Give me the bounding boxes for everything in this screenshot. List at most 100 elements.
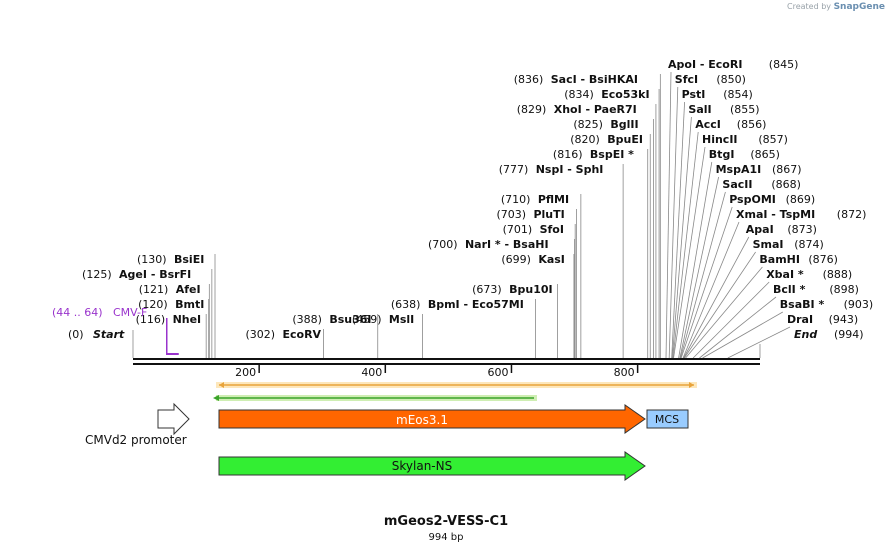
- site-leader-line: [699, 296, 777, 359]
- site-position: (825): [573, 118, 603, 131]
- site-label: (699) KasI: [501, 253, 565, 266]
- site-label: (888) XbaI *: [766, 268, 852, 281]
- site-position: (777): [499, 163, 529, 176]
- sequence-backbone: [133, 358, 760, 365]
- site-position: (856): [737, 118, 767, 131]
- tick-label: 600: [487, 366, 508, 379]
- tick-label: 400: [361, 366, 382, 379]
- site-label: (388) Bsu36I: [292, 313, 371, 326]
- site-leader-line: [683, 236, 750, 359]
- primer-range: (44 .. 64): [52, 306, 103, 319]
- site-name: XmaI - TspMI: [736, 208, 815, 221]
- site-name: BclI *: [773, 283, 806, 296]
- site-position: (302): [245, 328, 275, 341]
- site-name: XbaI *: [766, 268, 804, 281]
- site-position: (816): [553, 148, 583, 161]
- site-name: PluTI: [533, 208, 564, 221]
- site-position: (836): [514, 73, 544, 86]
- site-position: (701): [503, 223, 533, 236]
- site-name: BsaBI *: [780, 298, 825, 311]
- skylan-label: Skylan-NS: [392, 459, 452, 473]
- site-position: (638): [391, 298, 421, 311]
- site-position: (994): [834, 328, 864, 341]
- site-name: Start: [93, 328, 125, 341]
- site-position: (865): [750, 148, 780, 161]
- site-position: (700): [428, 238, 458, 251]
- site-label: (703) PluTI: [496, 208, 564, 221]
- site-name: SfcI: [675, 73, 698, 86]
- skylan-arrow: [218, 451, 646, 481]
- site-label: (845) ApoI - EcoRI: [668, 58, 798, 71]
- site-position: (710): [501, 193, 531, 206]
- site-name: BsiEI: [174, 253, 204, 266]
- meos-label: mEos3.1: [396, 413, 448, 427]
- site-position: (855): [730, 103, 760, 116]
- site-name: AfeI: [176, 283, 201, 296]
- site-label: (710) PflMI: [501, 193, 569, 206]
- site-name: HincII: [702, 133, 738, 146]
- mcs-label: MCS: [655, 413, 679, 426]
- site-position: (829): [517, 103, 547, 116]
- site-label: (777) NspI - SphI: [499, 163, 604, 176]
- scale-ticks: 200 400 600 800: [235, 364, 639, 379]
- site-name: MslI: [389, 313, 414, 326]
- site-name: ApoI - EcoRI: [668, 58, 742, 71]
- site-position: (125): [82, 268, 112, 281]
- site-name: BtgI: [709, 148, 735, 161]
- site-position: (845): [769, 58, 799, 71]
- site-position: (820): [570, 133, 600, 146]
- site-name: BpmI - Eco57MI: [428, 298, 524, 311]
- restriction-site-labels: (0) Start (994) End (302) EcoRV (388) Bsu36I(45…: [68, 58, 873, 341]
- site-label: (829) XhoI - PaeR7I: [517, 103, 637, 116]
- site-position: (857): [758, 133, 788, 146]
- site-position: (130): [137, 253, 167, 266]
- site-name: EcoRV: [282, 328, 321, 341]
- site-label: (867) MspA1I: [716, 163, 802, 176]
- site-label: (857) HincII: [702, 133, 788, 146]
- site-label: (700) NarI * - BsaHI: [428, 238, 549, 251]
- site-position: (854): [723, 88, 753, 101]
- feature-track: (44 .. 64) CMV-F CMVd2 promoter mEos3.1 MCS S…: [52, 306, 697, 481]
- site-leader-line: [673, 146, 706, 359]
- site-name: SfoI: [540, 223, 564, 236]
- site-label: (943) DraI: [787, 313, 858, 326]
- site-label: (872) XmaI - TspMI: [736, 208, 866, 221]
- site-leader-line: [683, 251, 756, 359]
- site-leader-line: [678, 161, 713, 359]
- site-name: NspI - SphI: [536, 163, 604, 176]
- site-position: (850): [716, 73, 746, 86]
- site-leader-line: [671, 101, 685, 359]
- site-label: (855) SalI: [688, 103, 759, 116]
- site-position: (834): [564, 88, 594, 101]
- site-label: (868) SacII: [722, 178, 801, 191]
- site-leader-line: [679, 176, 719, 359]
- site-name: AgeI - BsrFI: [119, 268, 191, 281]
- site-name: BglII: [610, 118, 638, 131]
- site-position: (116): [136, 313, 166, 326]
- site-name: BmtI: [175, 298, 204, 311]
- site-label: (874) SmaI: [753, 238, 824, 251]
- site-name: MspA1I: [716, 163, 762, 176]
- site-label: (673) Bpu10I: [472, 283, 553, 296]
- site-name: PstI: [682, 88, 706, 101]
- site-label: (850) SfcI: [675, 73, 746, 86]
- site-name: Eco53kI: [601, 88, 649, 101]
- site-label: (0) Start: [68, 328, 125, 341]
- site-label: (120) BmtI: [138, 298, 204, 311]
- site-name: AccI: [695, 118, 721, 131]
- site-name: BspEI *: [590, 148, 634, 161]
- site-leader-line: [727, 326, 791, 359]
- tick-label: 200: [235, 366, 256, 379]
- site-label: (873) ApaI: [746, 223, 817, 236]
- site-name: KasI: [538, 253, 565, 266]
- site-leader-line: [682, 221, 740, 359]
- site-position: (867): [772, 163, 802, 176]
- site-label: (856) AccI: [695, 118, 766, 131]
- map-title: mGeos2-VESS-C1: [384, 514, 508, 529]
- site-name: PflMI: [538, 193, 569, 206]
- site-position: (120): [138, 298, 168, 311]
- site-leader-line: [671, 116, 692, 359]
- site-label: (701) SfoI: [503, 223, 564, 236]
- promoter-arrow: [157, 402, 190, 436]
- site-label: (898) BclI *: [773, 283, 859, 296]
